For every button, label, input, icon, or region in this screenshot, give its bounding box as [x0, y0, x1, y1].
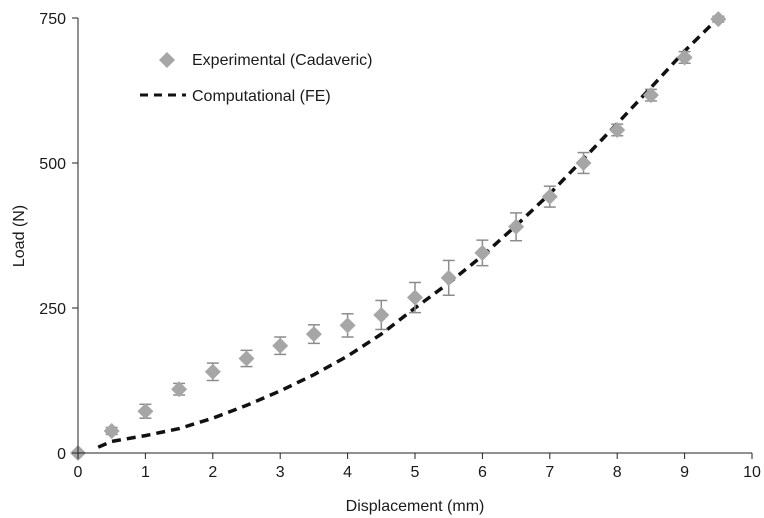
y-tick-label: 750 [39, 11, 66, 28]
x-tick-label: 5 [411, 464, 420, 481]
data-point-experimental [407, 289, 423, 306]
data-point-experimental [676, 49, 693, 66]
data-point-experimental [204, 363, 221, 380]
data-point-experimental [137, 403, 154, 420]
x-tick-label: 2 [208, 464, 217, 481]
legend-label-experimental: Experimental (Cadaveric) [192, 52, 373, 69]
data-point-experimental [541, 188, 558, 205]
data-point-experimental [609, 121, 626, 138]
y-tick-label: 250 [39, 301, 66, 318]
x-tick-label: 10 [743, 464, 761, 481]
x-axis-label: Displacement (mm) [346, 498, 485, 515]
x-tick-label: 0 [74, 464, 83, 481]
data-point-experimental [440, 269, 457, 286]
data-point-experimental [103, 422, 120, 439]
series-line-computational [97, 16, 720, 449]
y-tick-label: 500 [39, 156, 66, 173]
data-point-experimental [373, 306, 390, 323]
y-axis-label: Load (N) [11, 205, 28, 267]
x-tick-label: 3 [276, 464, 285, 481]
x-tick-label: 6 [478, 464, 487, 481]
legend-marker-experimental [159, 52, 175, 68]
data-point-experimental [339, 317, 356, 334]
x-tick-label: 4 [343, 464, 352, 481]
x-ticks: 0 1 2 3 4 5 6 7 8 9 10 [74, 453, 761, 481]
data-point-experimental [272, 337, 289, 354]
x-tick-label: 1 [141, 464, 150, 481]
data-point-experimental [575, 155, 592, 171]
x-tick-label: 8 [613, 464, 622, 481]
data-point-experimental [710, 11, 727, 28]
legend-label-computational: Computational (FE) [192, 88, 331, 105]
data-point-experimental [238, 350, 255, 367]
data-point-experimental [642, 87, 659, 104]
x-tick-label: 7 [545, 464, 554, 481]
x-tick-label: 9 [680, 464, 689, 481]
plot-area [70, 11, 727, 461]
data-point-experimental [305, 326, 322, 343]
y-ticks: 0 250 500 750 [39, 11, 78, 463]
legend: Experimental (Cadaveric) Computational (… [140, 52, 373, 105]
data-point-experimental [171, 381, 188, 398]
data-point-experimental [474, 244, 491, 261]
y-tick-label: 0 [57, 446, 66, 463]
data-point-experimental [508, 218, 525, 235]
